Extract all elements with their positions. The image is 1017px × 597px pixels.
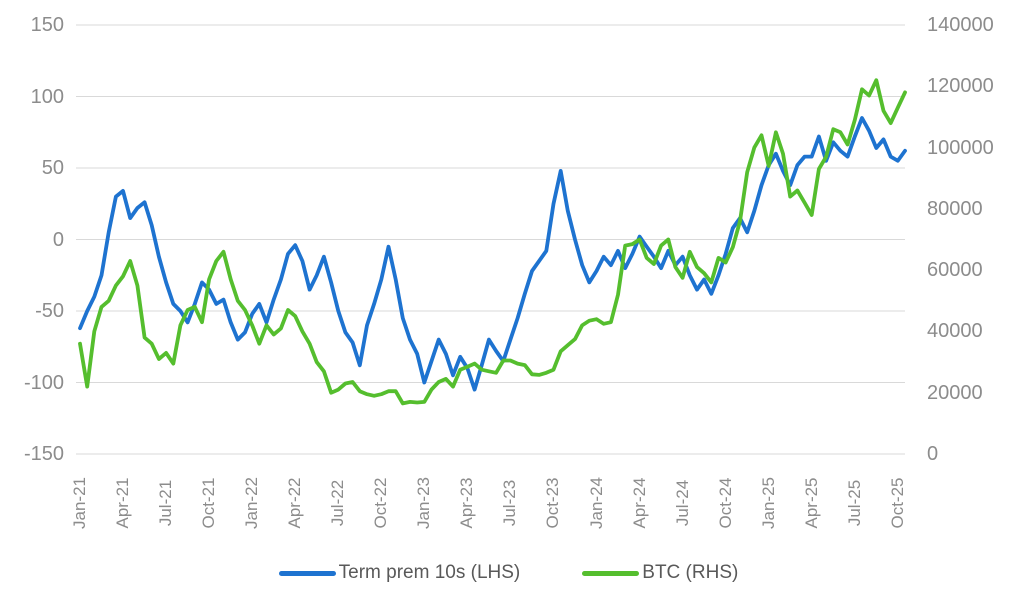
y-axis-right-tick: 120000 [927, 75, 994, 98]
series-term-premium-line [78, 116, 907, 392]
y-axis-left-tick: 100 [30, 85, 64, 108]
y-axis-right-tick: 40000 [927, 320, 983, 343]
x-axis-tick-label: Jan-22 [242, 477, 262, 529]
x-axis-tick-label: Jan-21 [70, 477, 89, 529]
y-axis-left-tick: -100 [23, 371, 64, 394]
legend-swatch-btc [582, 570, 640, 576]
x-axis-tick-label: Apr-23 [457, 477, 477, 529]
y-axis-right-tick: 80000 [927, 197, 983, 220]
y-axis-right-tick: 0 [927, 443, 939, 465]
y-axis-left-tick: 150 [30, 14, 64, 36]
legend-swatch-term-premium [278, 570, 336, 576]
legend: Term prem 10s (LHS) BTC (RHS) [0, 556, 1017, 590]
x-axis-tick-label: Jul-25 [844, 479, 864, 527]
y-axis-left-tick: 0 [52, 228, 64, 251]
y-axis-left-tick: -50 [35, 300, 64, 322]
legend-label-term-premium: Term prem 10s (LHS) [338, 562, 521, 583]
y-axis-right-tick: 20000 [927, 381, 983, 404]
x-axis-tick-label: Jan-23 [414, 477, 434, 529]
x-axis-tick-label: Apr-22 [285, 477, 305, 529]
y-axis-right-tick: 140000 [927, 14, 994, 36]
y-axis-right-tick: 100000 [927, 136, 994, 159]
y-axis-left-tick: 50 [41, 157, 64, 179]
x-axis-tick-label: Jul-22 [328, 479, 348, 527]
y-axis-right-tick: 60000 [927, 259, 983, 282]
y-axis-left: 150 100 50 0 -50 -100 -150 [0, 14, 70, 465]
legend-item-btc: BTC (RHS) [582, 562, 738, 584]
x-axis-tick-label: Oct-24 [715, 477, 735, 529]
x-axis-tick-label: Oct-22 [371, 477, 391, 529]
x-axis-tick-label: Apr-21 [113, 477, 133, 529]
plot-area [76, 24, 907, 455]
x-axis-tick-label: Jul-21 [156, 479, 176, 527]
x-axis-tick-label: Jan-24 [586, 477, 606, 529]
x-axis-tick-label: Oct-25 [887, 477, 907, 529]
legend-label-btc: BTC (RHS) [642, 562, 739, 583]
x-axis-tick-label: Jan-25 [758, 477, 778, 529]
x-axis-tick-label: Apr-25 [801, 477, 821, 529]
series-btc-line [78, 78, 907, 406]
legend-item-term-premium: Term prem 10s (LHS) [278, 562, 521, 584]
x-axis-tick-label: Jul-23 [500, 479, 520, 527]
y-axis-right: 140000 120000 100000 80000 60000 40000 20000 0 [925, 14, 1015, 465]
x-axis-tick-label: Apr-24 [629, 477, 649, 529]
x-axis: Jan-21 Apr-21 Jul-21 Oct-21 Jan-22 Apr-22 Jul-… [70, 459, 907, 551]
x-axis-tick-label: Oct-23 [543, 477, 563, 529]
x-axis-tick-label: Oct-21 [199, 477, 219, 529]
x-axis-tick-label: Jul-24 [672, 479, 692, 527]
y-axis-left-tick: -150 [23, 443, 64, 465]
